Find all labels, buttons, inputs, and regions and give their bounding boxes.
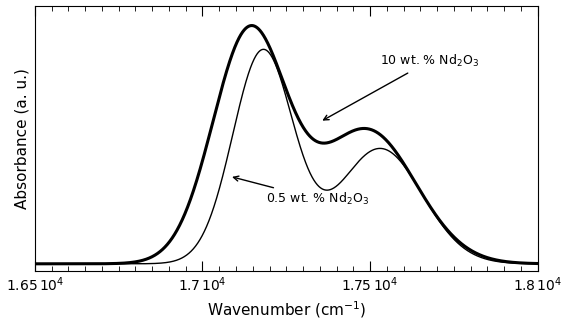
Text: 10 wt. % Nd$_2$O$_3$: 10 wt. % Nd$_2$O$_3$ xyxy=(324,53,479,120)
Text: 0.5 wt. % Nd$_2$O$_3$: 0.5 wt. % Nd$_2$O$_3$ xyxy=(233,176,369,207)
X-axis label: Wavenumber (cm$^{-1}$): Wavenumber (cm$^{-1}$) xyxy=(207,300,366,320)
Y-axis label: Absorbance (a. u.): Absorbance (a. u.) xyxy=(14,68,30,209)
